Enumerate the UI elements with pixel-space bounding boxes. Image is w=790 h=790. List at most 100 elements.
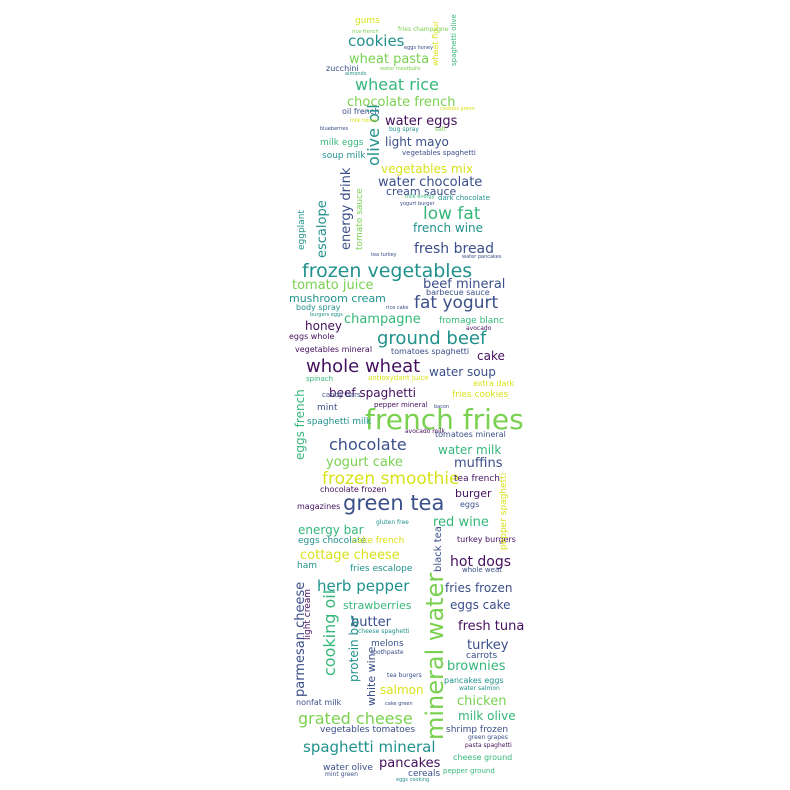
word: low fat [423,204,481,224]
word: salt [435,126,446,133]
word: chocolate frozen [320,485,387,494]
word: magazines [297,502,341,511]
word: beef spaghetti [329,386,416,400]
word: butter [351,615,392,630]
word: energy bar [298,523,364,537]
word: green tea [343,491,445,515]
word: pasta spaghetti [465,742,512,749]
word: pancakes [379,756,441,771]
word: frozen smoothie [322,469,460,489]
word: french fries [365,403,524,436]
word: water chocolate [378,175,483,190]
word: candy bars [322,391,361,399]
word: fries frozen [445,581,513,595]
word: fresh tuna [458,619,525,634]
word: shrimp frozen [446,725,509,735]
word: spaghetti milk [307,417,372,427]
word: avocado [466,325,492,332]
word: eggs honey [404,45,434,51]
word: water salmon [459,685,500,692]
word: brownies [447,659,506,674]
word: tea burgers [387,672,422,679]
word: soup milk [322,151,366,161]
word: vegetables spaghetti [402,149,476,157]
word: burgers eggs [310,312,343,318]
word: salmon [380,683,424,697]
word: white wine [365,646,378,706]
word: eggs chocolate [298,536,367,546]
word: eggs cake [450,598,511,612]
word: cheese ground [453,753,513,762]
word: milk honey [350,118,378,124]
word: chicken [457,694,507,709]
word: tea french [454,474,501,484]
word: body spray [296,303,341,312]
word: vegetables mix [381,162,474,176]
word: turkey burgers [457,535,516,544]
word: wheat flour [431,20,440,66]
word: carrots [466,651,498,661]
word: hot dogs [450,554,512,570]
word: muffins [454,456,503,471]
word: fromage blanc [439,316,504,326]
word: spaghetti olive [450,14,458,66]
word: light cream [303,588,313,640]
word: vegetables mineral [295,345,373,354]
word: water milk [438,443,502,457]
word: energy drink [339,167,354,250]
word: cookies green [440,106,475,112]
word: barbecue sauce [426,288,490,297]
word: nonfat milk [296,698,342,707]
word: wheat rice [355,75,439,94]
word: cake [477,349,505,363]
word: cereals [408,769,441,779]
word: cookies [348,32,405,50]
word: whole wheat [306,356,421,377]
word: french wine [413,221,484,235]
word: pancakes eggs [444,676,504,685]
word: cake french [352,536,405,546]
word: yogurt burger [400,201,435,207]
word: light mayo [385,135,449,149]
word: tomatoes spaghetti [391,347,470,356]
word: champagne [344,312,421,327]
word: fresh bread [414,241,495,257]
word: rice french [352,29,379,35]
word: eggs [460,500,480,509]
word: green grapes [468,734,508,741]
word: avocado milk [405,428,445,435]
word: oil french [342,107,380,116]
word: whole weat [462,566,502,574]
word: honey [305,319,343,333]
word: mint [317,403,338,413]
word: water meatballs [380,66,421,72]
word: water soup [429,365,496,379]
word: herb pepper [317,577,410,595]
word: frozen vegetables [302,260,473,282]
word: tomato juice [292,278,374,293]
word: eggplant [297,210,307,250]
word: gums [355,16,380,26]
word: pepper mineral [374,401,428,409]
word: black tea [433,526,444,572]
word: cottage cheese [300,548,400,563]
word: tea turkey [371,252,397,258]
word: turkey [467,638,509,653]
word: grated cheese [298,709,413,728]
word: chocolate french [347,95,456,110]
word: cheese spaghetti [358,628,410,635]
word: rice cake [386,305,409,311]
word: pepper spaghetti [499,472,509,550]
word: red wine [433,515,489,530]
word: olive oil [364,104,383,166]
word: almonds [345,71,367,77]
word: mint green [325,771,358,778]
word: cake green [385,701,413,707]
word: tomatoes mineral [435,430,506,439]
word: eggs whole [289,332,335,341]
word: fries escalope [350,564,413,574]
word: fat yogurt [414,293,499,313]
word: eggs french [293,389,307,460]
word: strawberries [343,599,412,612]
